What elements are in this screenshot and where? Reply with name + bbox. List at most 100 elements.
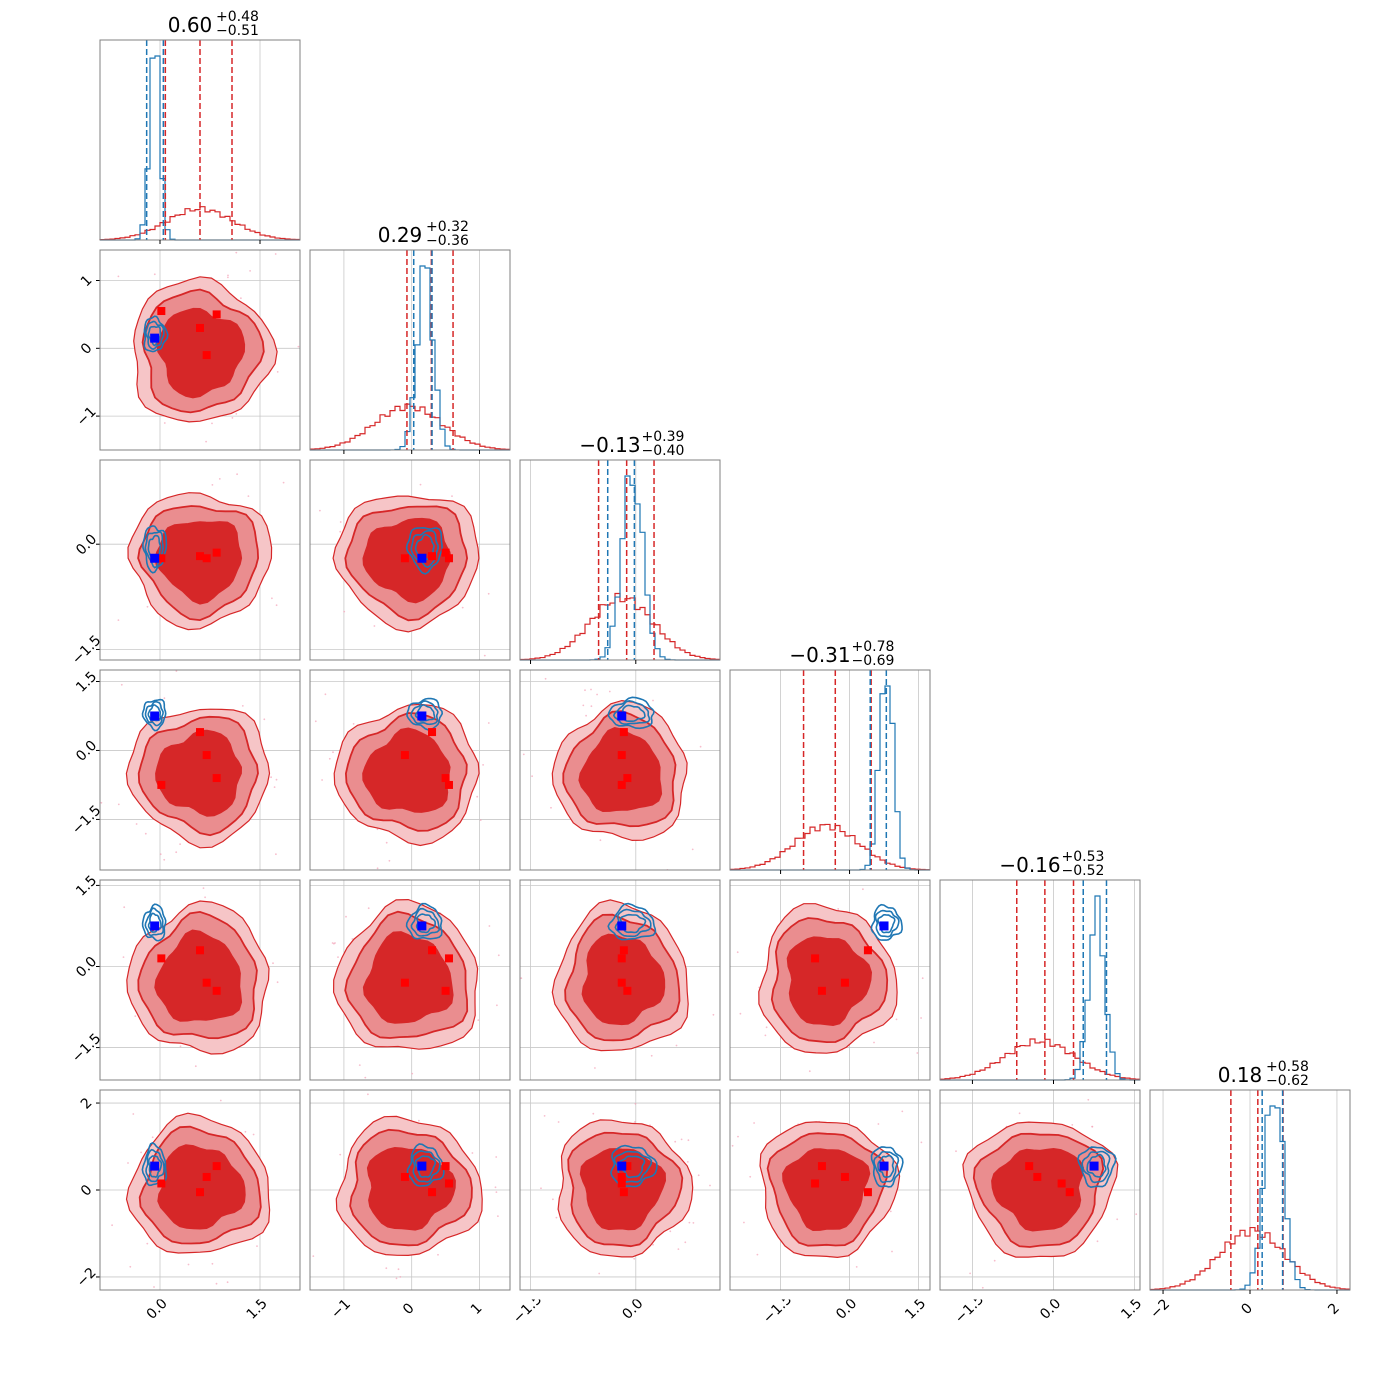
sample-point xyxy=(522,753,525,756)
histogram-a xyxy=(519,592,720,661)
panel-3-3: −0.31 +0.78−0.69 xyxy=(729,639,931,874)
marker-a xyxy=(441,548,450,557)
sample-point xyxy=(920,1141,923,1144)
marker-a xyxy=(811,954,820,963)
sample-point xyxy=(358,1064,361,1066)
sample-point xyxy=(1135,1213,1138,1216)
panel-3-1 xyxy=(306,669,511,874)
sample-point xyxy=(247,495,250,497)
marker-a xyxy=(202,554,211,563)
xtick-label: 0.0 xyxy=(833,1296,860,1323)
gap-mask xyxy=(515,1080,725,1090)
sample-point xyxy=(179,1045,182,1048)
sample-point xyxy=(680,1138,683,1141)
sample-point xyxy=(731,1144,734,1147)
panel-5-0: −2 0 2 0.0 1.5 xyxy=(74,1089,301,1323)
param-title-minus-3: −0.69 xyxy=(852,653,895,669)
contour-b xyxy=(144,700,164,727)
panel-2-1 xyxy=(306,459,511,664)
sample-point xyxy=(219,1099,222,1102)
param-title-2: −0.13 xyxy=(579,433,640,457)
sample-point xyxy=(204,896,207,899)
sample-point xyxy=(100,801,103,804)
sample-point xyxy=(633,1257,636,1260)
sample-point xyxy=(550,806,552,809)
sample-point xyxy=(175,670,178,672)
sample-point xyxy=(739,1012,742,1015)
xtick-label: 0.0 xyxy=(1037,1296,1064,1323)
contour-b xyxy=(144,320,165,350)
sample-point xyxy=(1071,1124,1074,1126)
xtick-label: 0.0 xyxy=(619,1296,646,1323)
sample-point xyxy=(231,417,234,419)
marker-a xyxy=(196,552,204,561)
param-title-minus-0: −0.51 xyxy=(216,23,259,39)
marker-b xyxy=(417,553,427,563)
histogram-a xyxy=(939,1038,1140,1080)
sample-point xyxy=(211,484,214,486)
contour-b xyxy=(141,698,167,732)
sample-point xyxy=(376,867,379,870)
gap-mask xyxy=(510,875,520,1085)
gap-mask xyxy=(935,1290,1145,1300)
sample-point xyxy=(282,481,285,484)
contour-a-inner xyxy=(991,1147,1084,1232)
sample-point xyxy=(120,683,123,686)
sample-point xyxy=(397,1268,400,1271)
sample-point xyxy=(743,1221,745,1224)
marker-a xyxy=(400,751,409,760)
marker-a xyxy=(212,774,221,783)
gap-mask xyxy=(300,1085,310,1295)
sample-point xyxy=(471,1152,474,1154)
sample-point xyxy=(367,1093,369,1096)
sample-point xyxy=(598,1272,601,1275)
marker-a xyxy=(817,986,826,995)
ytick-label: 1 xyxy=(78,272,96,290)
marker-a xyxy=(619,1188,628,1197)
sample-point xyxy=(765,1026,768,1029)
sample-point xyxy=(211,1262,214,1265)
sample-point xyxy=(187,1263,190,1266)
contour-b xyxy=(411,1150,441,1183)
contour-b xyxy=(405,902,443,940)
gap-mask xyxy=(305,1080,515,1090)
sample-point xyxy=(482,764,484,766)
contour-b xyxy=(410,529,440,568)
sample-point xyxy=(202,887,205,889)
xtick-label: 1 xyxy=(468,1300,486,1318)
xtick-label: −1 xyxy=(328,1296,354,1322)
marker-a xyxy=(212,310,221,319)
sample-point xyxy=(590,705,593,708)
sample-point xyxy=(808,1070,811,1073)
sample-point xyxy=(312,1255,315,1257)
sample-point xyxy=(274,253,277,255)
gap-mask xyxy=(930,875,940,1085)
sample-point xyxy=(687,1139,690,1142)
sample-point xyxy=(328,757,331,760)
panel-frame-top xyxy=(939,1089,1141,1291)
sample-point xyxy=(634,1102,637,1105)
ytick-label: 0 xyxy=(78,340,96,358)
marker-a xyxy=(157,307,166,316)
marker-a xyxy=(840,978,849,987)
sample-point xyxy=(921,977,924,980)
marker-a xyxy=(444,554,453,563)
contour-b xyxy=(414,704,436,722)
marker-b xyxy=(150,711,160,721)
contour-b xyxy=(143,315,169,353)
sample-point xyxy=(684,1241,687,1244)
panel-frame xyxy=(519,459,721,661)
histogram-b xyxy=(730,685,930,871)
gap-mask xyxy=(510,1085,520,1295)
sample-point xyxy=(241,705,244,707)
param-title-plus-5: +0.58 xyxy=(1266,1059,1309,1075)
marker-a xyxy=(444,780,453,789)
param-title-minus-1: −0.36 xyxy=(426,233,469,249)
sample-point xyxy=(252,1133,255,1136)
contour-b xyxy=(144,907,165,937)
sample-point xyxy=(418,1119,420,1122)
sample-point xyxy=(385,841,388,844)
xtick-label: 0 xyxy=(400,1300,418,1318)
sample-point xyxy=(146,605,149,608)
